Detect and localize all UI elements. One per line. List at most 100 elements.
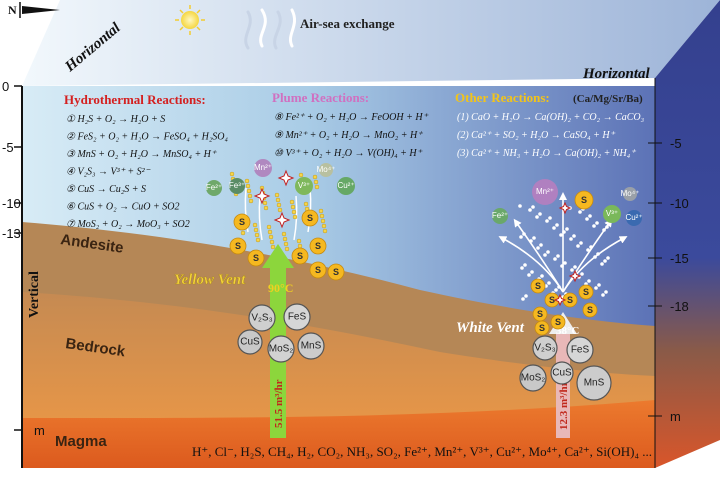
particle <box>538 212 542 216</box>
mineral-ball <box>297 332 325 360</box>
particle <box>557 285 561 289</box>
right-tick-label: -18 <box>670 299 689 314</box>
ion-ball <box>319 163 333 177</box>
left-depth-ticks: 0 -5 -10 -13 m <box>2 79 45 438</box>
sulfur-ball <box>301 209 319 227</box>
particle <box>602 228 606 232</box>
particle <box>606 256 610 260</box>
particle <box>547 281 551 285</box>
sulfur-label: S <box>581 195 587 205</box>
particle <box>600 262 604 266</box>
particle <box>244 178 250 184</box>
particle <box>594 286 598 290</box>
mineral-label: MoS₂ <box>269 344 294 355</box>
particle <box>563 261 567 265</box>
ion-label: Cu²⁺ <box>337 181 354 190</box>
particle <box>246 188 252 194</box>
plume-reaction: ⑨ Mn²⁺ + O₂ + H₂O → MnO₂ + H⁺ <box>274 130 423 141</box>
sulfur-label: S <box>549 295 555 305</box>
particle <box>281 231 287 237</box>
sulfur-label: S <box>239 217 245 227</box>
particle <box>312 174 318 180</box>
ion-label: Mo⁴⁺ <box>621 189 640 198</box>
mineral-label: FeS <box>571 345 590 356</box>
yellow-temp-label: 90°C <box>268 281 293 295</box>
particle <box>322 228 328 234</box>
north-compass-icon <box>19 2 60 18</box>
hydrothermal-title: Hydrothermal Reactions: <box>64 92 206 107</box>
sulfur-ball <box>247 249 265 267</box>
particle <box>269 239 275 245</box>
particle <box>313 179 319 185</box>
particle <box>303 201 309 207</box>
horizontal-axis-label-right: Horizontal <box>582 66 651 82</box>
plume-flow-arrow <box>258 195 263 241</box>
ion-ball <box>206 180 222 196</box>
reaction-star-icon <box>253 187 271 205</box>
particle <box>589 245 593 249</box>
particle <box>543 253 547 257</box>
mineral-ball <box>576 365 612 401</box>
particle <box>592 224 596 228</box>
particle <box>320 218 326 224</box>
particle <box>245 183 251 189</box>
sulfur-label: S <box>539 323 545 333</box>
yellow-vent: 51.5 m³/hr 90°C Yellow Vent V₂S₃ FeS CuS Mo… <box>174 159 355 438</box>
ion-ball <box>532 179 558 205</box>
sulfur-label: S <box>535 281 541 291</box>
sulfur-ball <box>578 284 594 300</box>
particle <box>270 244 276 250</box>
sulfur-ball <box>291 247 309 265</box>
ion-label: Cu²⁺ <box>625 213 642 222</box>
particle <box>605 225 609 229</box>
yellow-flux-label: 51.5 m³/hr <box>273 379 285 428</box>
particle <box>247 193 253 199</box>
particle <box>319 213 325 219</box>
sun-icon <box>175 5 205 35</box>
ion-label: V³⁺ <box>606 209 618 218</box>
particle <box>559 233 563 237</box>
left-tick-label: -10 <box>2 196 21 211</box>
ion-label: Fe²⁺ <box>206 183 222 192</box>
mineral-ball <box>550 361 574 385</box>
hydrothermal-reaction: ⑥ CuS + O₂ → CuO + SO2 <box>66 202 179 213</box>
other-subtitle: (Ca/Mg/Sr/Ba) <box>573 93 643 105</box>
other-reaction: (3) Ca²⁺ + NH₃ + H₂O → Ca(OH)₂ + NH₄⁺ <box>457 148 636 159</box>
sulfur-label: S <box>307 213 313 223</box>
particle <box>274 192 280 198</box>
other-reactions: Other Reactions: (Ca/Mg/Sr/Ba) (1) CaO + H… <box>455 90 645 159</box>
ion-label: Fe²⁺ <box>492 211 508 220</box>
mineral-ball <box>566 336 594 364</box>
particle <box>289 199 295 205</box>
particle <box>276 202 282 208</box>
ion-label: Mn²⁺ <box>536 187 554 196</box>
particle <box>569 237 573 241</box>
particle <box>579 241 583 245</box>
ion-label: Fe³⁺ <box>229 181 245 190</box>
particle <box>593 255 597 259</box>
particle <box>255 237 261 243</box>
ion-ball <box>295 177 313 195</box>
hydrothermal-reaction: ② FeS₂ + O₂ + H₂O → FeSO₄ + H₂SO₄ <box>66 132 229 143</box>
particle <box>565 227 569 231</box>
particle <box>297 243 303 249</box>
plume-reaction: ⑧ Fe²⁺ + O₂ + H₂O → FeOOH + H⁺ <box>274 112 429 123</box>
plume-reaction: ⑩ V³⁺ + O₂ + H₂O → V(OH)₄ + H⁺ <box>274 148 423 159</box>
white-vent-minerals: V₂S₃ FeS MoS₂ CuS MnS <box>519 335 612 401</box>
particle <box>588 214 592 218</box>
sulfur-label: S <box>235 241 241 251</box>
particle <box>580 272 584 276</box>
mineral-label: CuS <box>240 337 260 348</box>
particle <box>321 223 327 229</box>
particle <box>523 263 527 267</box>
particle <box>556 254 560 258</box>
side-face <box>655 0 720 468</box>
right-tick-label: -15 <box>670 251 689 266</box>
particle <box>267 229 273 235</box>
mineral-label: MoS₂ <box>521 373 546 384</box>
yellow-vent-label: Yellow Vent <box>174 272 246 288</box>
particle <box>535 215 539 219</box>
hydrothermal-reaction: ⑦ MoS₂ + O₂ → MoO₃ + SO2 <box>66 219 190 230</box>
particle <box>578 210 582 214</box>
